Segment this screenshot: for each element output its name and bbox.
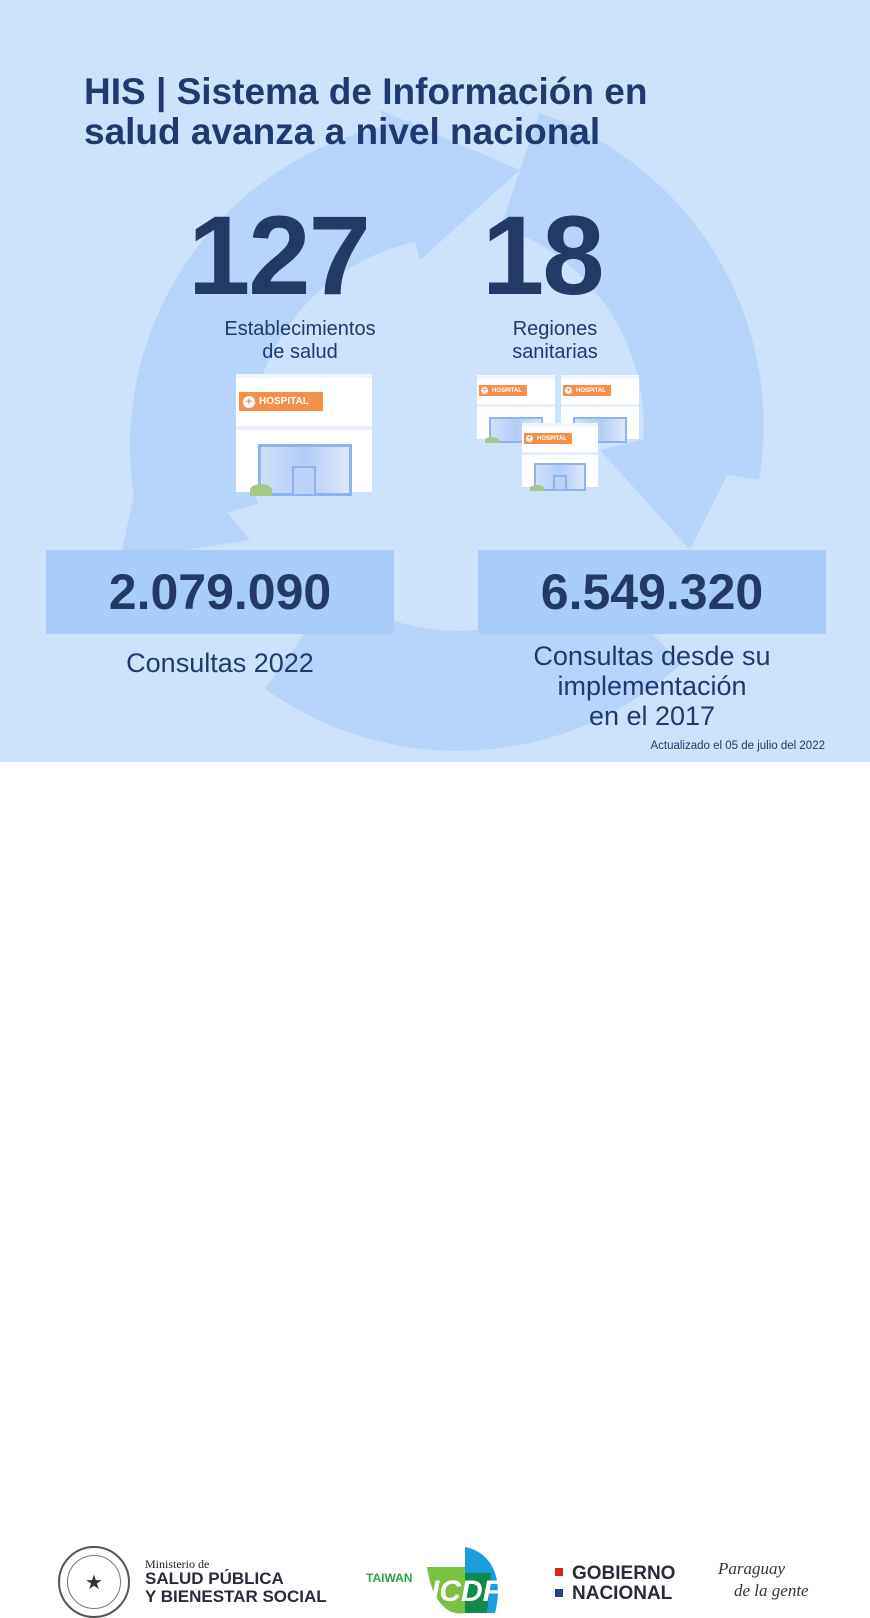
gobierno-nacional-logo: GOBIERNO NACIONAL [572, 1563, 676, 1604]
stat-regiones-value: 18 [482, 193, 605, 318]
taiwan-label: TAIWAN [366, 1571, 413, 1585]
page-title: HIS | Sistema de Información en salud av… [84, 71, 648, 152]
consultas-total-caption: Consultas desde su implementación en el … [533, 641, 771, 731]
consultas-2022-caption: Consultas 2022 [126, 648, 314, 678]
footer-logos: ★ Ministerio de SALUD PÚBLICA Y BIENESTA… [0, 762, 870, 1618]
icdf-logo: ICDF [427, 1547, 502, 1614]
infographic: HIS | Sistema de Información en salud av… [0, 0, 870, 762]
star-icon: ★ [67, 1555, 121, 1609]
ministerio-name: SALUD PÚBLICA Y BIENESTAR SOCIAL [145, 1569, 327, 1606]
hospital-illustration: + HOSPITAL [522, 423, 598, 491]
stat-establecimientos-value: 127 [188, 193, 371, 318]
plus-icon: + [243, 395, 255, 408]
stat-establecimientos-label: Establecimientos de salud [224, 318, 376, 363]
updated-date: Actualizado el 05 de julio del 2022 [650, 740, 825, 752]
circular-arrows-background [120, 110, 764, 751]
consultas-total-value: 6.549.320 [478, 550, 826, 634]
consultas-2022-value: 2.079.090 [46, 550, 394, 634]
hospital-illustration: + HOSPITAL [236, 374, 372, 496]
paraguay-seal-logo: ★ [58, 1546, 130, 1618]
red-square-icon [555, 1568, 563, 1576]
stat-regiones-label: Regiones sanitarias [512, 318, 598, 363]
svg-text:ICDF: ICDF [431, 1575, 502, 1608]
paraguay-de-la-gente-logo: Paraguay de la gente [718, 1559, 809, 1600]
blue-square-icon [555, 1589, 563, 1597]
